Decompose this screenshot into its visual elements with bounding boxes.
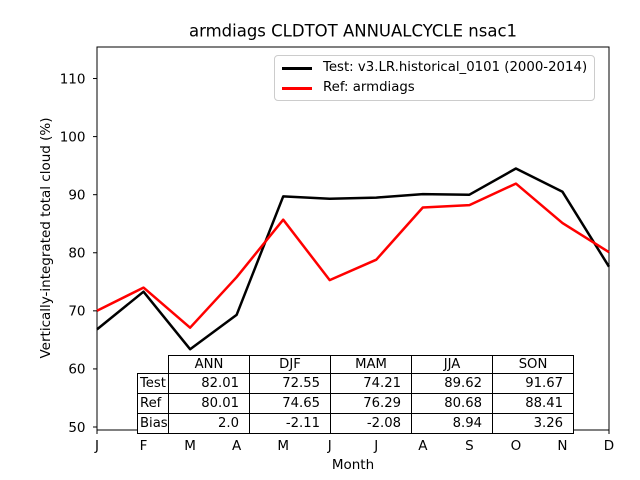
x-tick-label: M [277,438,289,454]
x-tick-label: O [511,438,522,454]
x-tick-label: A [418,438,428,454]
table-col-header: MAM [330,355,412,374]
x-axis-label: Month [332,457,374,473]
table-value-cell: 72.55 [249,373,331,394]
legend-entry-ref: Ref: armdiags [275,78,594,98]
x-tick-label: D [604,438,614,454]
x-tick-label: S [465,438,474,454]
table-value-cell: 74.65 [249,393,331,414]
table-row: Test 82.01 72.55 74.21 89.62 91.67 [137,373,574,394]
table-row: Ref 80.01 74.65 76.29 80.68 88.41 [137,393,574,414]
table-value-cell: 80.01 [168,393,250,414]
test-series-line [96,167,611,351]
table-corner-spacer [138,356,169,374]
table-value-cell: 76.29 [330,393,412,414]
legend-label-ref: Ref: armdiags [323,80,415,95]
legend-entry-test: Test: v3.LR.historical_0101 (2000-2014) [275,58,594,78]
table-row-label: Ref [137,393,169,414]
table-value-cell: 88.41 [492,393,574,414]
x-tick-label: J [94,438,99,454]
chart-title: armdiags CLDTOT ANNUALCYCLE nsac1 [189,22,517,41]
table-value-cell: 82.01 [168,373,250,394]
y-tick-label: 90 [68,187,85,203]
y-tick-label: 70 [68,304,85,320]
y-tick-label: 50 [68,420,85,436]
table-value-cell: 74.21 [330,373,412,394]
table-value-cell: 89.62 [411,373,493,394]
x-tick-label: J [327,438,332,454]
seasonal-means-table: ANN DJF MAM JJA SON Test 82.01 72.55 74.21 89.62 9… [137,355,574,434]
ref-line-swatch [282,86,312,90]
table-col-header: JJA [411,355,493,374]
table-value-cell: 3.26 [492,413,574,434]
y-axis-ticks: 110 100 90 80 70 60 50 [60,71,97,436]
seasonal-means-grid: ANN DJF MAM JJA SON Test 82.01 72.55 74.21 89.62 9… [137,355,574,434]
data-lines [96,167,611,351]
x-tick-label: M [184,438,196,454]
table-value-cell: 8.94 [411,413,493,434]
table-row-label: Bias [137,413,169,434]
y-axis-label: Vertically-integrated total cloud (%) [38,117,54,358]
table-row-label: Test [137,373,169,394]
y-tick-label: 100 [60,129,86,145]
x-tick-label: N [557,438,567,454]
x-tick-label: A [232,438,242,454]
y-tick-label: 110 [60,71,86,87]
table-col-header: ANN [168,355,250,374]
test-line-swatch [282,66,312,70]
table-value-cell: 2.0 [168,413,250,434]
x-tick-label: J [373,438,378,454]
table-row: Bias 2.0 -2.11 -2.08 8.94 3.26 [137,413,574,434]
ref-series-line [96,182,610,329]
table-value-cell: -2.08 [330,413,412,434]
legend-label-test: Test: v3.LR.historical_0101 (2000-2014) [323,60,588,75]
legend: Test: v3.LR.historical_0101 (2000-2014) … [274,55,595,101]
y-tick-label: 60 [68,362,85,378]
table-value-cell: 91.67 [492,373,574,394]
table-col-header: SON [492,355,574,374]
table-value-cell: 80.68 [411,393,493,414]
y-tick-label: 80 [68,246,85,262]
table-value-cell: -2.11 [249,413,331,434]
x-tick-label: F [140,438,148,454]
table-col-header: DJF [249,355,331,374]
